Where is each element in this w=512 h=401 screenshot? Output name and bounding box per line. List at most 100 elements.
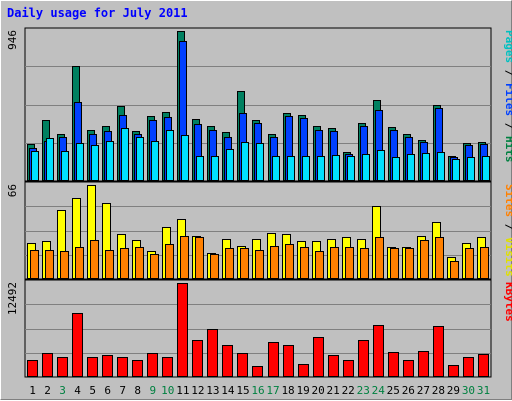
bar-kbytes-day-3 — [57, 357, 68, 377]
bar-sites-day-11 — [180, 236, 189, 279]
series-labels-visits-sites: Sites / Visits — [503, 184, 512, 277]
bar-pages-day-3 — [61, 151, 69, 181]
bar-kbytes-day-19 — [298, 364, 309, 377]
bar-pages-day-2 — [46, 138, 54, 181]
bar-sites-day-17 — [270, 246, 279, 279]
series-label-sites: Sites — [503, 184, 512, 217]
bar-pages-day-20 — [317, 156, 325, 181]
bar-sites-day-15 — [240, 248, 249, 279]
series-label-separator: / — [503, 63, 512, 83]
x-tick-label-19: 19 — [296, 384, 309, 397]
bar-sites-day-6 — [105, 250, 114, 279]
bar-pages-day-16 — [256, 143, 264, 181]
bar-kbytes-day-25 — [388, 352, 399, 377]
series-label-pages: Pages — [503, 30, 512, 63]
x-tick-label-24: 24 — [372, 384, 386, 397]
bar-sites-day-25 — [390, 248, 399, 279]
bar-pages-day-11 — [181, 135, 189, 181]
bar-kbytes-day-6 — [102, 355, 113, 377]
x-tick-label-13: 13 — [206, 384, 219, 397]
series-label-hits: Hits — [503, 136, 512, 163]
bar-sites-day-21 — [330, 247, 339, 279]
bar-pages-day-15 — [241, 142, 249, 181]
bar-sites-day-12 — [195, 237, 204, 279]
bar-kbytes-day-31 — [478, 354, 489, 377]
bar-kbytes-day-22 — [343, 360, 354, 377]
bar-pages-day-18 — [287, 156, 295, 181]
x-tick-label-16: 16 — [251, 384, 264, 397]
bar-pages-day-8 — [136, 137, 144, 181]
bar-kbytes-day-21 — [328, 355, 339, 377]
bar-kbytes-day-27 — [418, 351, 429, 377]
bar-pages-day-21 — [332, 155, 340, 181]
max-label-kbytes: 12492 — [6, 282, 19, 315]
bar-sites-day-10 — [165, 244, 174, 279]
bar-sites-day-4 — [75, 247, 84, 279]
x-tick-label-5: 5 — [89, 384, 96, 397]
bar-pages-day-12 — [196, 156, 204, 181]
x-tick-label-1: 1 — [29, 384, 36, 397]
series-label-separator: / — [503, 116, 512, 136]
x-tick-label-12: 12 — [191, 384, 204, 397]
bar-sites-day-16 — [255, 250, 264, 279]
bar-pages-day-22 — [347, 156, 355, 181]
bar-pages-day-7 — [121, 128, 129, 181]
bar-sites-day-20 — [315, 251, 324, 279]
x-tick-label-31: 31 — [477, 384, 490, 397]
bar-pages-day-28 — [437, 152, 445, 181]
bar-kbytes-day-5 — [87, 357, 98, 377]
bar-pages-day-24 — [377, 150, 385, 181]
bar-kbytes-day-14 — [222, 345, 233, 377]
bar-pages-day-30 — [467, 157, 475, 181]
bar-kbytes-day-10 — [162, 357, 173, 377]
x-tick-label-28: 28 — [432, 384, 445, 397]
bar-kbytes-day-1 — [27, 360, 38, 377]
x-tick-label-8: 8 — [134, 384, 141, 397]
bar-kbytes-day-29 — [448, 365, 459, 377]
x-tick-label-9: 9 — [149, 384, 156, 397]
bar-kbytes-day-7 — [117, 357, 128, 377]
x-tick-label-6: 6 — [104, 384, 111, 397]
series-label-visits: Visits — [503, 237, 512, 277]
max-label-visits-sites: 66 — [6, 184, 19, 197]
bar-kbytes-day-26 — [403, 360, 414, 377]
bar-pages-day-4 — [76, 143, 84, 181]
bar-sites-day-5 — [90, 240, 99, 279]
series-label-files: Files — [503, 83, 512, 116]
x-tick-label-21: 21 — [327, 384, 340, 397]
max-label-hits-files-pages: 946 — [6, 30, 19, 50]
bar-pages-day-9 — [151, 141, 159, 181]
bar-sites-day-13 — [210, 254, 219, 279]
x-tick-label-30: 30 — [462, 384, 475, 397]
bar-kbytes-day-15 — [237, 353, 248, 377]
bar-sites-day-1 — [30, 250, 39, 279]
x-tick-label-20: 20 — [312, 384, 325, 397]
bar-sites-day-3 — [60, 251, 69, 279]
bar-sites-day-18 — [285, 244, 294, 279]
x-tick-label-18: 18 — [281, 384, 294, 397]
bar-sites-day-27 — [420, 240, 429, 279]
bar-sites-day-30 — [465, 248, 474, 279]
bar-pages-day-31 — [482, 156, 490, 181]
chart-title: Daily usage for July 2011 — [7, 6, 188, 20]
series-labels-hits-files-pages: Pages / Files / Hits — [503, 30, 512, 163]
bar-sites-day-23 — [360, 248, 369, 279]
bar-kbytes-day-11 — [177, 283, 188, 377]
bar-pages-day-1 — [31, 151, 39, 181]
series-labels-kbytes: KBytes — [503, 282, 512, 322]
bar-kbytes-day-9 — [147, 353, 158, 377]
bar-pages-day-29 — [452, 159, 460, 181]
bar-kbytes-day-8 — [132, 360, 143, 377]
bar-sites-day-24 — [375, 237, 384, 279]
bar-sites-day-14 — [225, 248, 234, 279]
x-tick-label-15: 15 — [236, 384, 249, 397]
x-tick-label-26: 26 — [402, 384, 415, 397]
bar-sites-day-26 — [405, 248, 414, 279]
bar-pages-day-13 — [211, 156, 219, 181]
x-tick-label-11: 11 — [176, 384, 189, 397]
x-tick-label-17: 17 — [266, 384, 279, 397]
bar-sites-day-8 — [135, 247, 144, 279]
x-tick-label-22: 22 — [342, 384, 355, 397]
